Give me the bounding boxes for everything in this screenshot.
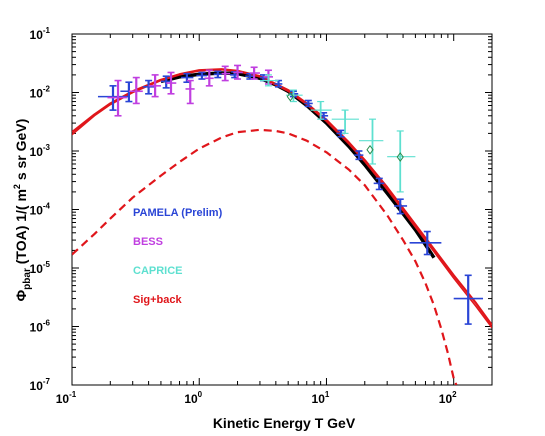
data-point-marker bbox=[396, 152, 404, 162]
y-tick-base: 10 bbox=[30, 262, 44, 276]
y-axis-mid: (TOA) 1/( m bbox=[13, 189, 29, 268]
data-point bbox=[185, 79, 195, 105]
x-tick-exponent: -1 bbox=[69, 390, 77, 399]
data-point bbox=[142, 79, 156, 95]
y-tick-exponent: -5 bbox=[43, 260, 51, 269]
tick-labels: 10-1 100 101 10210-710-610-510-410-310-210-… bbox=[30, 26, 458, 406]
data-points bbox=[97, 64, 484, 325]
y-tick-exponent: -6 bbox=[43, 319, 51, 328]
data-point bbox=[107, 79, 127, 117]
x-tick-base: 10 bbox=[439, 392, 453, 406]
data-point-marker bbox=[366, 144, 374, 155]
y-tick-base: 10 bbox=[30, 28, 44, 42]
legend: PAMELA (Prelim) BESS CAPRICE Sig+back bbox=[133, 207, 223, 306]
data-point bbox=[148, 74, 161, 98]
legend-label-bess: BESS bbox=[133, 236, 163, 248]
y-tick-base: 10 bbox=[30, 379, 44, 393]
y-tick-label: 10-5 bbox=[30, 260, 51, 276]
x-tick-label: 100 bbox=[184, 390, 202, 406]
y-tick-base: 10 bbox=[30, 204, 44, 218]
y-axis-symbol: Φ bbox=[13, 289, 29, 301]
data-point bbox=[358, 118, 384, 165]
x-tick-base: 10 bbox=[56, 392, 70, 406]
data-point bbox=[196, 71, 207, 80]
y-tick-base: 10 bbox=[30, 321, 44, 335]
axis-ticks bbox=[71, 33, 493, 386]
data-point bbox=[204, 69, 214, 87]
x-axis-label: Kinetic Energy T GeV bbox=[213, 415, 356, 431]
x-tick-label: 10-1 bbox=[56, 390, 77, 406]
y-tick-label: 10-7 bbox=[30, 377, 51, 393]
model-curve-3 bbox=[72, 128, 458, 385]
data-point bbox=[128, 76, 143, 105]
x-tick-base: 10 bbox=[312, 392, 326, 406]
y-axis-label: Φpbar (TOA) 1/( m2 s sr GeV) bbox=[12, 119, 33, 302]
data-point bbox=[409, 230, 442, 256]
y-axis-subscript: pbar bbox=[22, 268, 33, 290]
data-point bbox=[160, 75, 172, 89]
y-tick-base: 10 bbox=[30, 145, 44, 159]
y-tick-label: 10-3 bbox=[30, 143, 51, 159]
x-tick-exponent: 2 bbox=[452, 390, 457, 399]
y-tick-label: 10-2 bbox=[30, 85, 51, 101]
data-point bbox=[249, 66, 260, 80]
data-point bbox=[166, 71, 177, 95]
x-tick-label: 101 bbox=[312, 390, 330, 406]
data-point bbox=[259, 74, 279, 87]
y-tick-exponent: -3 bbox=[43, 143, 51, 152]
y-axis-end: s sr GeV) bbox=[13, 119, 29, 184]
data-point bbox=[394, 198, 408, 215]
y-tick-exponent: -2 bbox=[43, 85, 51, 94]
data-point bbox=[213, 70, 222, 79]
plot-area bbox=[71, 33, 493, 386]
data-point bbox=[331, 109, 359, 134]
legend-label-pamela: PAMELA (Prelim) bbox=[133, 207, 223, 219]
x-tick-exponent: 0 bbox=[198, 390, 203, 399]
data-point bbox=[310, 100, 332, 120]
y-tick-exponent: -4 bbox=[43, 202, 51, 211]
y-axis-superscript: 2 bbox=[12, 184, 22, 189]
data-point bbox=[453, 274, 484, 325]
legend-label-sig-back: Sig+back bbox=[133, 294, 182, 306]
data-point bbox=[304, 99, 313, 108]
data-point bbox=[221, 65, 231, 82]
data-point bbox=[373, 177, 385, 191]
y-tick-label: 10-1 bbox=[30, 26, 51, 42]
y-tick-label: 10-6 bbox=[30, 319, 51, 335]
y-tick-exponent: -1 bbox=[43, 26, 51, 35]
y-tick-exponent: -7 bbox=[43, 377, 51, 386]
legend-label-caprice: CAPRICE bbox=[133, 265, 183, 277]
data-point bbox=[233, 64, 243, 80]
y-tick-label: 10-4 bbox=[30, 202, 51, 218]
x-tick-exponent: 1 bbox=[325, 390, 330, 399]
x-tick-base: 10 bbox=[184, 392, 198, 406]
x-tick-label: 102 bbox=[439, 390, 457, 406]
data-point-marker bbox=[286, 91, 294, 102]
data-point bbox=[354, 150, 364, 161]
y-tick-base: 10 bbox=[30, 87, 44, 101]
